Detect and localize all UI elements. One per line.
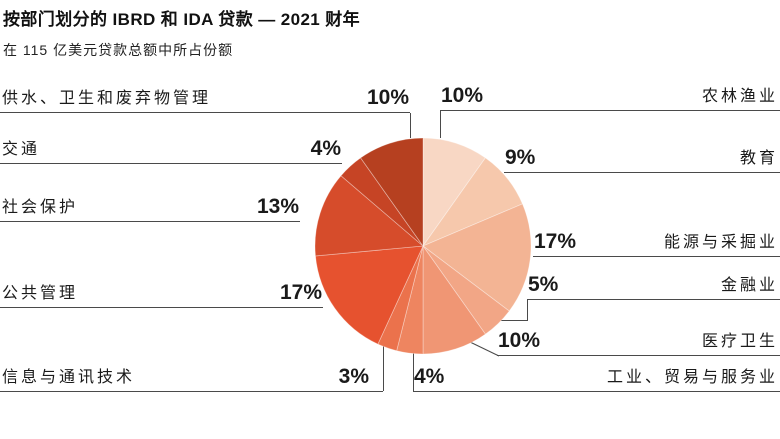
callout-public-administration: 公共管理 17% [0,278,323,308]
pie-slice-0 [422,137,486,248]
connector-line [501,300,528,321]
sector-percent: 10% [441,84,484,107]
callout-health: 10% 医疗卫生 [497,326,780,356]
pie-slice-3 [422,245,510,335]
sector-label: 信息与通讯技术 [2,369,136,387]
chart-subtitle: 在 115 亿美元贷款总额中所占份额 [3,42,234,58]
pie-slice-6 [377,245,424,352]
pie-slice-9 [340,157,424,247]
sector-percent: 10% [498,329,541,352]
pie-slice-10 [360,137,424,248]
sector-label: 金融业 [720,277,778,295]
callout-water-sanitation-waste: 供水、卫生和废弃物管理 10% [0,83,410,113]
pie-slice-8 [314,175,424,257]
callout-agriculture-fishing-forestry: 10% 农林渔业 [440,81,780,111]
pie [314,137,532,355]
sector-label: 交通 [2,141,41,159]
sector-label: 社会保护 [2,199,79,217]
sector-label: 教育 [739,150,778,168]
sector-percent: 9% [505,146,536,169]
callout-financial-sector: 5% 金融业 [527,270,780,300]
sector-percent: 3% [338,365,369,388]
sector-label: 供水、卫生和废弃物管理 [2,90,212,108]
pie-slice-1 [421,157,523,247]
sector-percent: 4% [414,365,445,388]
callout-social-protection: 社会保护 13% [0,192,300,222]
pie-slice-2 [422,203,532,312]
sector-label: 公共管理 [2,285,79,303]
callout-energy-extractives: 17% 能源与采掘业 [533,227,780,257]
sector-percent: 4% [310,137,341,160]
pie-slice-5 [396,245,424,355]
sector-label: 能源与采掘业 [663,234,778,252]
sector-percent: 10% [366,86,409,109]
sector-label: 医疗卫生 [701,333,778,351]
sector-label: 工业、贸易与服务业 [606,369,778,387]
connector-line [469,341,500,357]
callout-education: 9% 教育 [504,143,780,173]
sector-percent: 17% [534,230,577,253]
callout-industry-trade-services: 4% 工业、贸易与服务业 [413,362,780,392]
sector-percent: 13% [256,195,299,218]
sector-label: 农林渔业 [701,88,778,106]
chart-title: 按部门划分的 IBRD 和 IDA 贷款 — 2021 财年 [3,10,361,29]
pie-slice-4 [422,244,486,355]
sector-percent: 17% [279,281,322,304]
pie-slice-7 [315,245,424,345]
callout-transport: 交通 4% [0,134,342,164]
sector-percent: 5% [528,273,559,296]
callout-ict: 信息与通讯技术 3% [0,362,383,392]
